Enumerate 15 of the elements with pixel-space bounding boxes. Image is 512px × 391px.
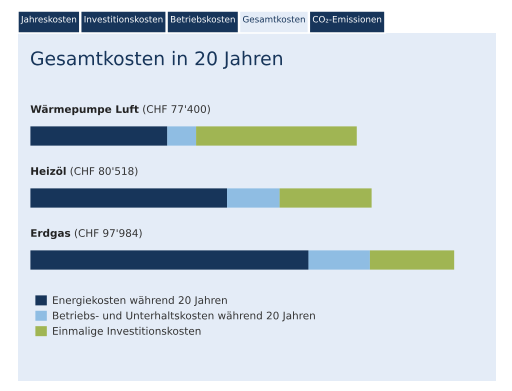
y-tick-label: Heizöl bbox=[31, 166, 66, 175]
total-label: (CHF 77'400) bbox=[143, 104, 210, 114]
text: Investitionskosten bbox=[84, 16, 162, 23]
legend-label: Einmalige Investitionskosten bbox=[53, 326, 200, 337]
total-label: (CHF 97'984) bbox=[74, 228, 142, 238]
legend-label: Betriebs- und Unterhaltskosten während 20 Jahren bbox=[53, 311, 315, 322]
text: Betriebskosten bbox=[170, 16, 235, 23]
text: Jahreskosten bbox=[20, 16, 76, 24]
text: CO₂-Emissionen bbox=[312, 16, 382, 23]
text: Gesamtkosten bbox=[242, 16, 305, 23]
total-label: (CHF 80'518) bbox=[70, 166, 138, 176]
chart-title: Gesamtkosten in 20 Jahren bbox=[31, 50, 282, 69]
y-tick-label: Wärmepumpe Luft bbox=[30, 104, 139, 116]
legend-label: Energiekosten während 20 Jahren bbox=[53, 296, 227, 306]
y-tick-label: Erdgas bbox=[31, 228, 70, 240]
